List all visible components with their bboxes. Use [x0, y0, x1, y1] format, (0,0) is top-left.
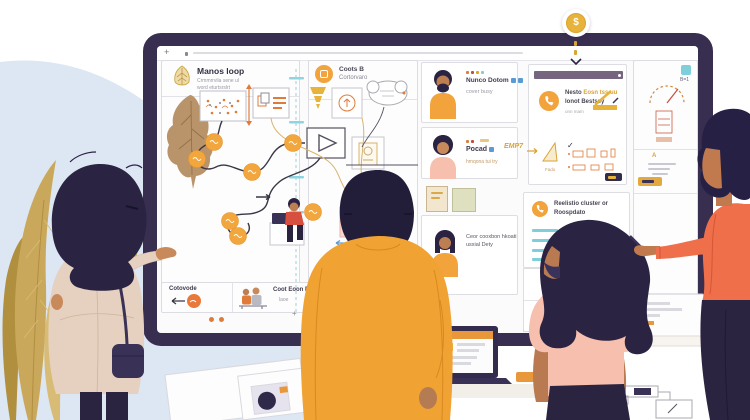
face-mask: [544, 262, 560, 279]
persona1-avatar: [430, 70, 456, 119]
contact-name: Nesto Eosn tss uu: [565, 90, 618, 96]
leaf-logo-icon: [174, 65, 190, 86]
person-left-woman: [48, 151, 177, 420]
persona1-sub: cover busy: [466, 89, 493, 95]
persona-card-2: Pocad hmqona tui try: [421, 127, 518, 179]
person-pink-woman: [528, 219, 653, 420]
persona2-name: Pocad: [466, 146, 495, 153]
sketch-doodles: [542, 141, 616, 171]
bench-people-icon: [239, 287, 267, 309]
persona-card-1: Nunco Dotom cover busy: [421, 62, 523, 123]
cluster-line2: Roospdato: [554, 210, 586, 216]
cluster-line1: Reelistio cluster or: [554, 201, 609, 207]
check-icon: ✓: [567, 141, 574, 150]
persona2-avatar: [430, 135, 456, 179]
footer-cell-left: Cotovode: [162, 283, 233, 312]
back-arrow-icon: [171, 294, 201, 308]
badge-icon: [489, 146, 495, 152]
footer-left-title: Cotovode: [169, 286, 197, 292]
ruler-icon: [593, 90, 619, 110]
cursor-icon: [185, 52, 188, 56]
phone-icon: [532, 201, 548, 217]
chevron-down-icon: [570, 58, 582, 66]
annotation-label: EMP7: [504, 143, 524, 150]
plus-icon: +: [292, 309, 297, 318]
gold-button: [638, 177, 662, 186]
contact-line2: lonot Bestssy: [565, 99, 605, 105]
footer-right-sub: laoe: [279, 297, 289, 303]
persona1-name: Nunco Dotom: [466, 77, 523, 84]
panel1-title: Manos loop: [197, 66, 245, 76]
doodle-caption: Fado: [545, 167, 556, 172]
papers: [164, 357, 320, 420]
coin-badge: $: [562, 9, 590, 37]
footer-cell-right: Coot Eoon Plan laoe: [233, 283, 419, 312]
panel1-subtitle2: word eturtsrslrt: [197, 85, 231, 91]
person-center-man: [300, 170, 453, 420]
persona3-line2: usxial Dety: [466, 242, 493, 248]
annotation-arrow-icon: [527, 148, 538, 154]
panel2-subtitle: Cortorvaro: [339, 75, 368, 81]
panel2-title: Coots B: [339, 66, 364, 73]
gauge-sketch: [649, 85, 685, 142]
board-toolbar: +: [157, 46, 698, 61]
plus-icon: +: [164, 47, 170, 57]
persona2-sub: hmqona tui try: [466, 159, 498, 165]
card-purple-header: [534, 71, 623, 79]
contact-line3: onn mam: [565, 109, 584, 114]
persona3-line1: Ceor cooxbon hkoati: [466, 234, 517, 240]
badge-icon: [517, 77, 523, 83]
sticky-note-beige: [426, 186, 448, 212]
person-right-woman: [629, 108, 750, 420]
pagination-dot: [209, 317, 214, 322]
panel2-header: Coots B Cortorvaro: [309, 61, 417, 100]
footer-right-title: Coot Eoon Plan: [273, 287, 318, 293]
teal-icon: [681, 65, 691, 75]
contact-card: Nesto Eosn tss uu lonot Bestssy onn mam …: [528, 64, 627, 185]
gauge-label: B=1: [680, 77, 690, 83]
badge-icon: [510, 77, 516, 83]
sticky-note-green: [452, 188, 476, 212]
toolbar-line: [193, 52, 523, 54]
coin-icon: $: [566, 13, 586, 33]
pagination-dot: [219, 317, 224, 322]
panel1-subtitle1: Crmmrrvila sene ul: [197, 78, 239, 84]
camera-icon: [315, 65, 333, 83]
dark-button: [605, 173, 622, 181]
note-marker: A: [652, 153, 657, 159]
glasses-icon: [125, 205, 139, 210]
phone-icon: [539, 91, 559, 111]
